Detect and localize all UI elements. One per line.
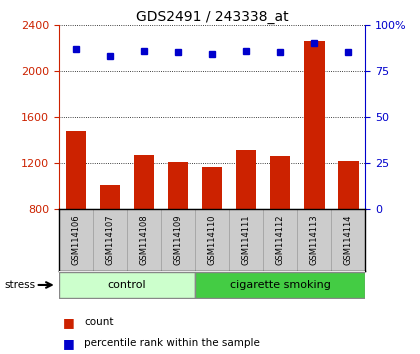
Title: GDS2491 / 243338_at: GDS2491 / 243338_at: [136, 10, 289, 24]
Bar: [270, 156, 291, 209]
Text: stress: stress: [4, 280, 35, 290]
Bar: [59, 272, 195, 298]
Bar: [66, 131, 86, 209]
Text: GSM114108: GSM114108: [139, 215, 148, 265]
Bar: [168, 162, 188, 209]
Text: count: count: [84, 317, 113, 327]
Bar: [202, 167, 222, 209]
Bar: [236, 150, 256, 209]
Text: control: control: [108, 280, 146, 290]
Text: GSM114111: GSM114111: [241, 215, 251, 265]
Text: GSM114112: GSM114112: [276, 215, 285, 265]
Text: cigarette smoking: cigarette smoking: [230, 280, 331, 290]
Text: GSM114113: GSM114113: [310, 215, 319, 265]
Text: GSM114110: GSM114110: [207, 215, 217, 265]
Text: ■: ■: [63, 316, 75, 329]
Bar: [100, 185, 120, 209]
Text: GSM114106: GSM114106: [71, 215, 80, 265]
Bar: [338, 161, 359, 209]
Text: GSM114114: GSM114114: [344, 215, 353, 265]
Bar: [134, 155, 154, 209]
Text: ■: ■: [63, 337, 75, 350]
Text: GSM114107: GSM114107: [105, 215, 114, 265]
Bar: [304, 41, 325, 209]
Text: percentile rank within the sample: percentile rank within the sample: [84, 338, 260, 348]
Text: GSM114109: GSM114109: [173, 215, 183, 265]
Bar: [195, 272, 365, 298]
